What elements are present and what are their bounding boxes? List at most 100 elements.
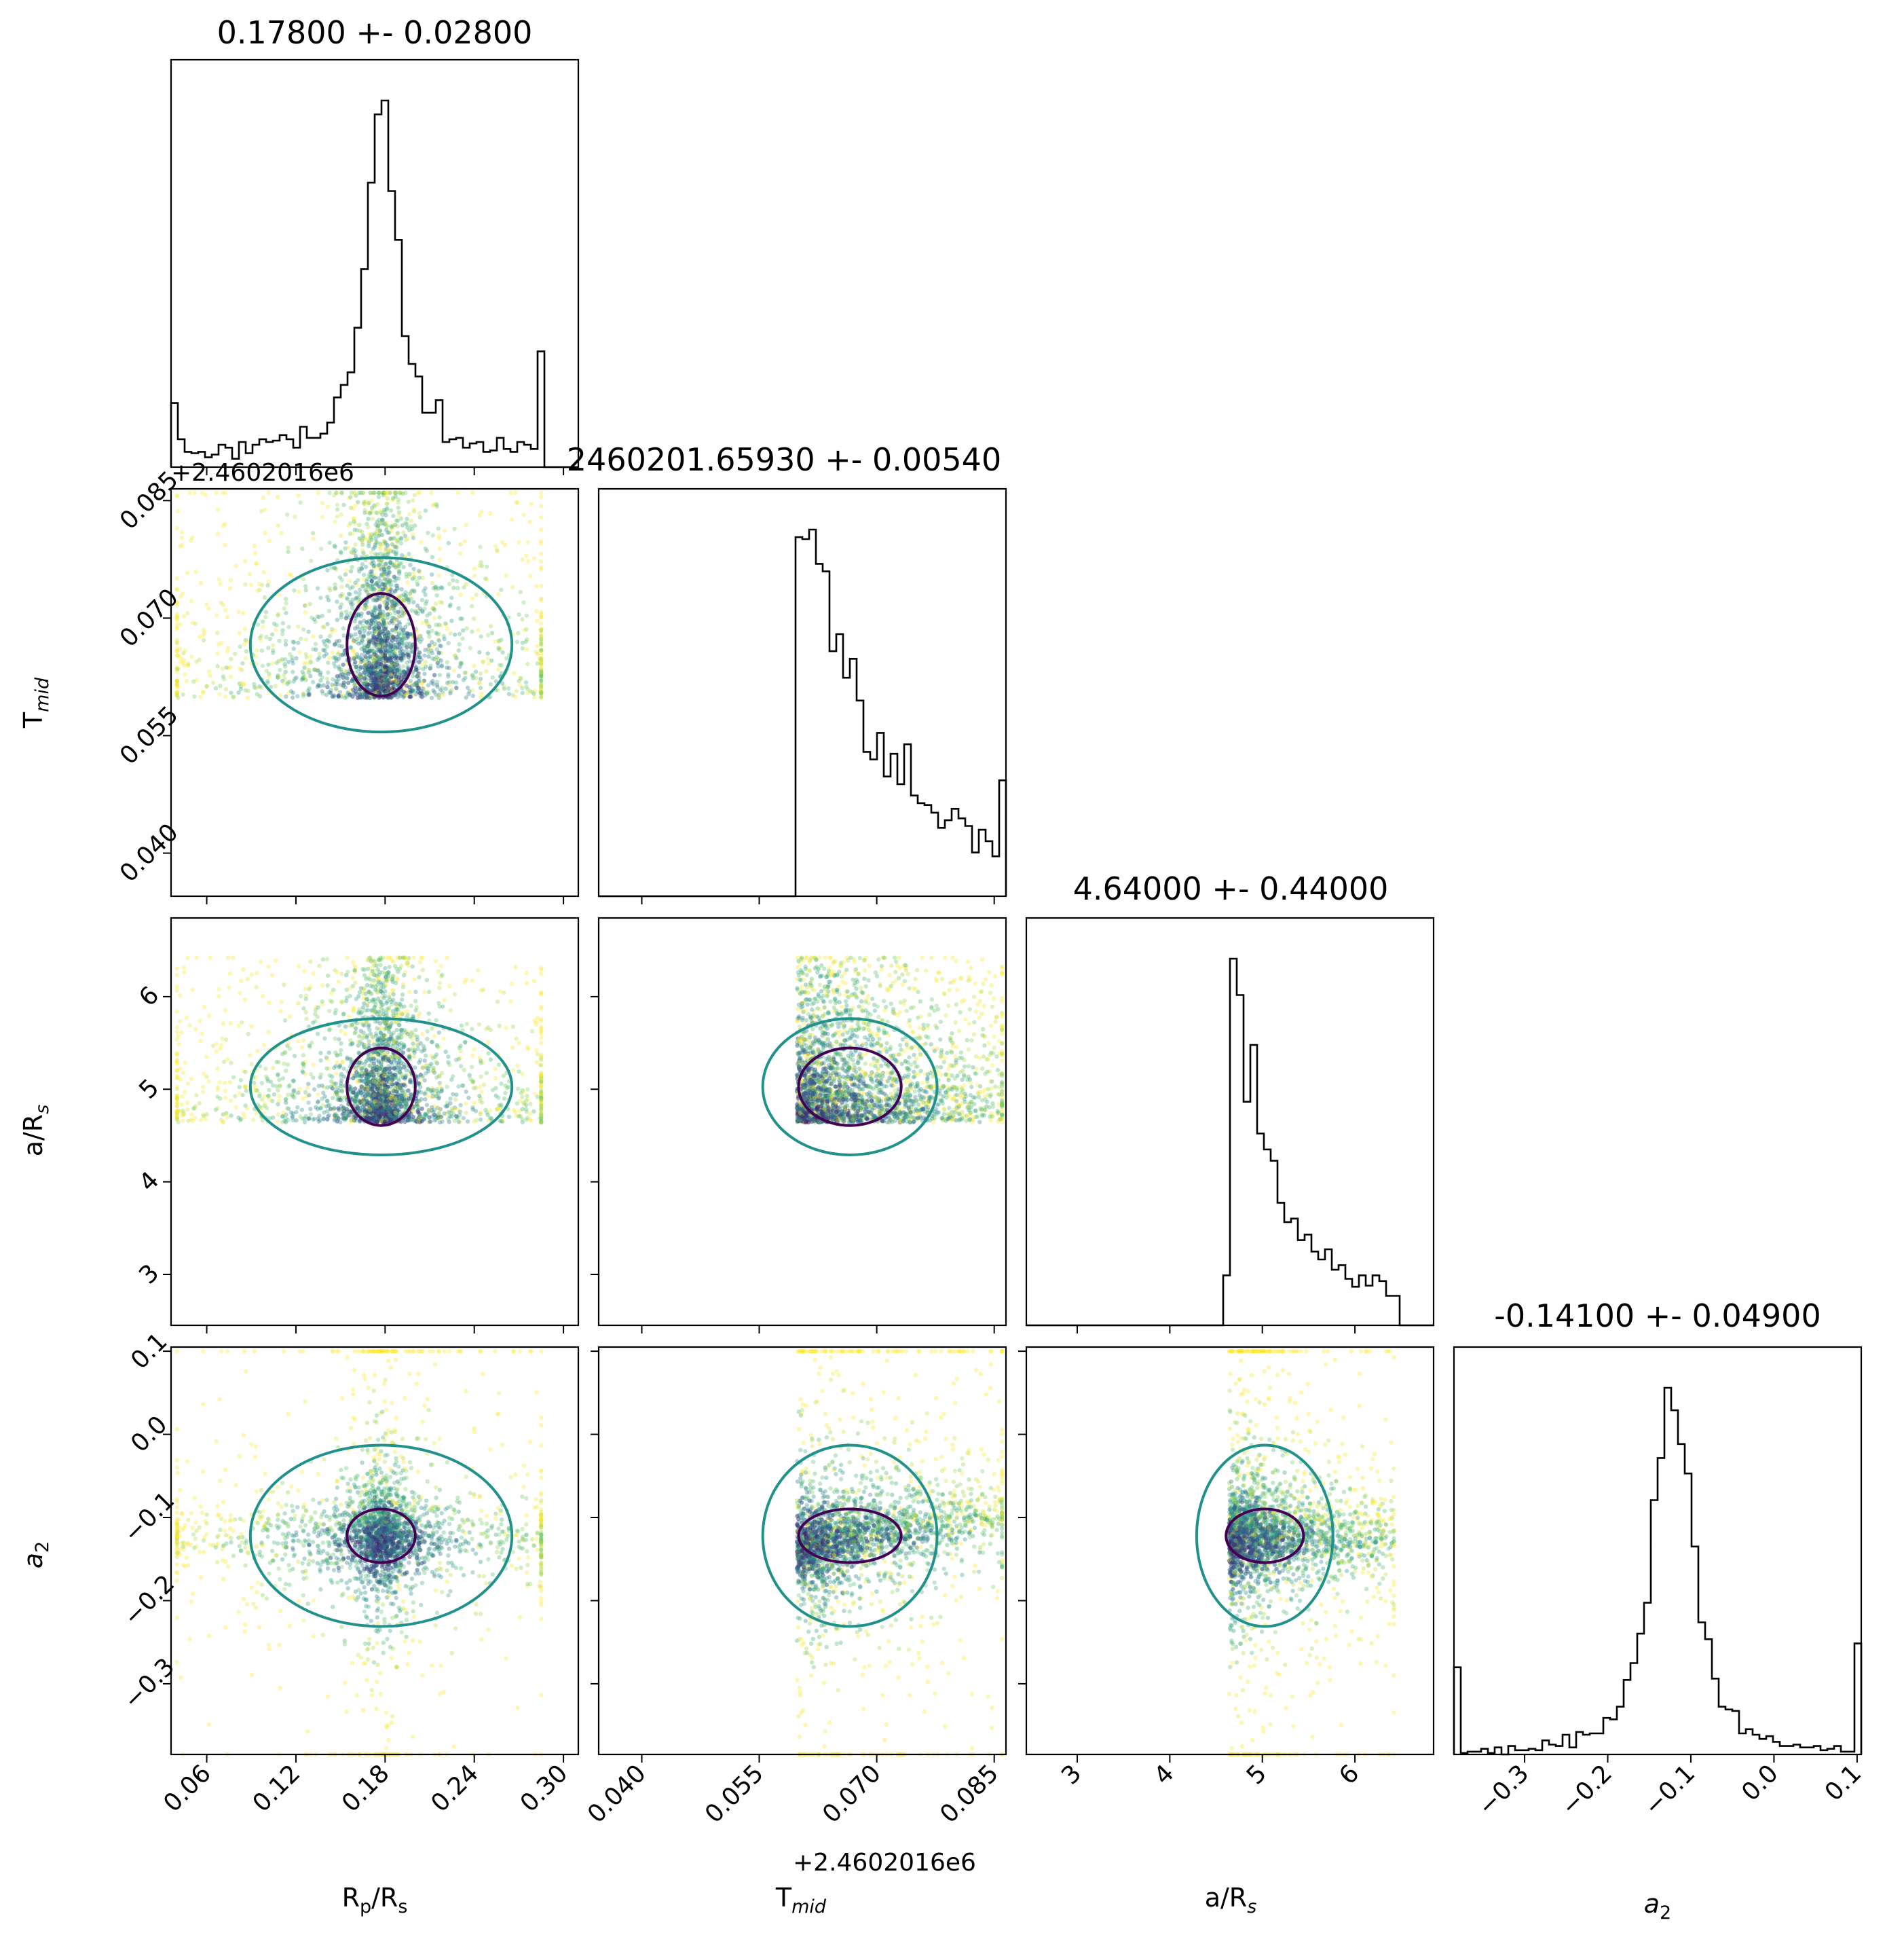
scatter-point (336, 693, 340, 697)
scatter-point (193, 621, 198, 625)
scatter-point (393, 491, 397, 495)
scatter-point (413, 493, 417, 497)
scatter-point (392, 574, 396, 578)
scatter-point (286, 545, 290, 549)
scatter-point (179, 594, 183, 598)
scatter-point (389, 658, 393, 662)
scatter-point (260, 648, 264, 652)
scatter-point (379, 1006, 384, 1010)
scatter-point (460, 616, 464, 621)
scatter-point (277, 675, 281, 679)
scatter-point (265, 1079, 269, 1083)
scatter-point (397, 569, 401, 573)
scatter-point (415, 655, 419, 659)
scatter-point (320, 983, 324, 987)
scatter-point (303, 610, 307, 614)
scatter-point (401, 955, 405, 959)
scatter-point (243, 559, 247, 564)
scatter-point (231, 1075, 236, 1079)
scatter-point (311, 531, 315, 535)
scatter-point (276, 613, 280, 617)
scatter-point (381, 638, 386, 642)
scatter-point (179, 1030, 183, 1034)
scatter-point (312, 1087, 316, 1091)
scatter-point (326, 661, 330, 665)
scatter-point (180, 1094, 184, 1099)
scatter-point (304, 997, 308, 1001)
scatter-point (468, 1077, 472, 1081)
scatter-point (443, 637, 447, 641)
scatter-point (260, 1081, 264, 1085)
scatter-point (529, 502, 534, 506)
scatter-point (280, 657, 284, 661)
scatter-point (520, 617, 524, 621)
scatter-point (349, 633, 353, 637)
scatter-point (354, 590, 358, 594)
scatter-point (464, 1090, 468, 1094)
scatter-point (450, 688, 454, 692)
scatter-point (274, 684, 278, 688)
scatter-point (224, 687, 228, 691)
scatter-point (239, 1117, 243, 1121)
scatter-point (508, 999, 512, 1004)
scatter-point (291, 669, 295, 674)
scatter-point (472, 1047, 477, 1051)
scatter-point (359, 695, 363, 699)
scatter-point (186, 1082, 190, 1086)
scatter-point (276, 1072, 280, 1076)
scatter-point (377, 1060, 381, 1064)
scatter-point (519, 1091, 523, 1095)
scatter-point (400, 1074, 404, 1078)
scatter-point (175, 526, 179, 530)
scatter-point (327, 609, 331, 613)
scatter-point (342, 680, 346, 684)
scatter-point (375, 614, 379, 619)
scatter-point (485, 578, 489, 582)
scatter-point (381, 574, 385, 578)
scatter-point (438, 623, 443, 627)
scatter-point (253, 1084, 257, 1088)
scatter-point (510, 982, 514, 986)
scatter-point (360, 674, 365, 678)
scatter-point (300, 669, 304, 674)
scatter-point (190, 988, 194, 992)
scatter-point (327, 1009, 331, 1013)
scatter-point (445, 627, 449, 631)
scatter-point (282, 606, 286, 610)
scatter-point (284, 611, 288, 615)
scatter-point (267, 675, 272, 679)
scatter-point (423, 1058, 427, 1063)
scatter-point (223, 543, 227, 547)
scatter-point (361, 606, 365, 610)
scatter-point (427, 635, 431, 639)
scatter-point (515, 1037, 519, 1041)
scatter-point (348, 495, 352, 499)
scatter-point (386, 646, 390, 650)
scatter-point (446, 641, 450, 645)
scatter-point (432, 616, 436, 620)
scatter-point (301, 692, 305, 696)
scatter-point (476, 968, 480, 972)
scatter-point (517, 540, 521, 545)
scatter-point (204, 493, 208, 497)
scatter-point (356, 1011, 360, 1015)
scatter-point (352, 1095, 356, 1099)
scatter-point (317, 652, 321, 656)
scatter-point (333, 519, 337, 523)
scatter-point (479, 671, 483, 676)
scatter-point (383, 966, 387, 970)
scatter-point (394, 1028, 398, 1032)
scatter-point (479, 1118, 483, 1122)
scatter-point (358, 1020, 362, 1025)
scatter-point (445, 1085, 449, 1089)
scatter-point (379, 597, 383, 602)
scatter-point (239, 1078, 243, 1082)
scatter-point (422, 671, 426, 676)
scatter-point (296, 1090, 300, 1094)
scatter-point (539, 598, 543, 602)
scatter-point (347, 1014, 351, 1018)
scatter-point (340, 491, 344, 495)
scatter-point (225, 649, 229, 653)
scatter-point (371, 547, 375, 551)
scatter-point (301, 1038, 305, 1042)
